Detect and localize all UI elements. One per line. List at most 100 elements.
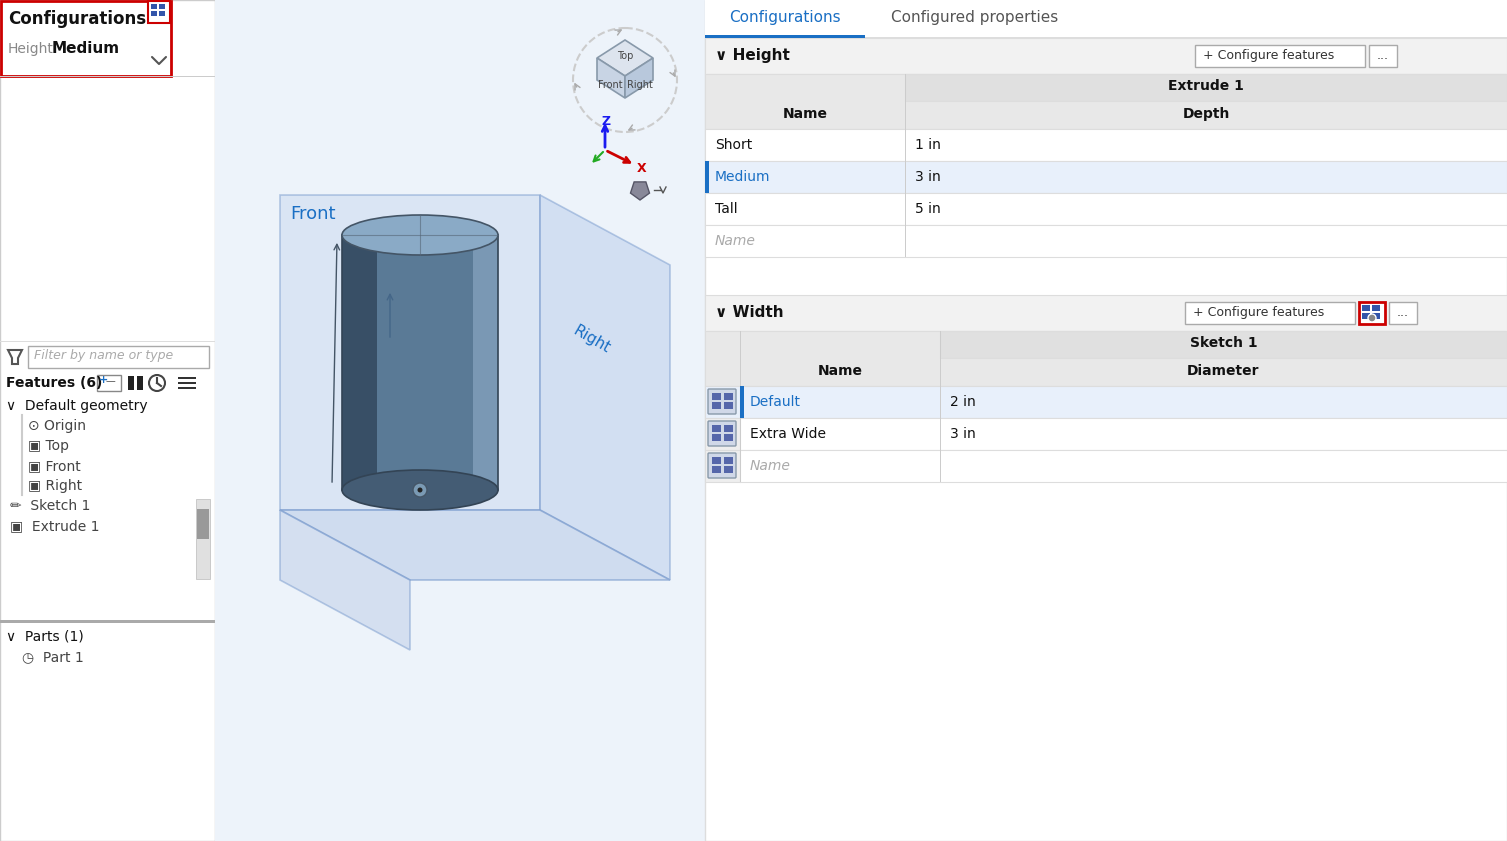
Text: ◷  Part 1: ◷ Part 1: [23, 650, 84, 664]
Text: Right: Right: [627, 80, 653, 90]
Bar: [711, 457, 720, 464]
Bar: [740, 386, 744, 418]
Polygon shape: [597, 58, 625, 98]
Text: 2 in: 2 in: [949, 395, 975, 409]
Bar: [0, 620, 216, 623]
Polygon shape: [280, 510, 671, 580]
Text: + Configure features: + Configure features: [1203, 49, 1334, 62]
Bar: [29, 346, 209, 368]
Text: Medium: Medium: [53, 41, 121, 56]
Bar: [216, 0, 705, 841]
Bar: [940, 331, 1507, 358]
Text: Features (6): Features (6): [6, 376, 102, 390]
Polygon shape: [540, 195, 671, 580]
Text: Name: Name: [714, 234, 757, 248]
Text: 3 in: 3 in: [949, 427, 975, 441]
Text: 1 in: 1 in: [915, 138, 940, 152]
Text: +: +: [99, 375, 109, 385]
Bar: [128, 376, 134, 390]
Circle shape: [1368, 314, 1376, 322]
Text: Front: Front: [598, 80, 622, 90]
Text: Name: Name: [782, 107, 827, 121]
Bar: [723, 466, 732, 473]
Text: ∨  Parts (1): ∨ Parts (1): [6, 630, 84, 644]
Bar: [178, 382, 196, 384]
Bar: [711, 402, 720, 409]
Bar: [178, 387, 196, 389]
Bar: [705, 161, 708, 193]
Polygon shape: [342, 235, 377, 490]
Bar: [705, 450, 740, 482]
Bar: [705, 37, 1507, 38]
Text: Configurations: Configurations: [729, 10, 841, 25]
Bar: [151, 4, 157, 9]
Polygon shape: [280, 195, 540, 510]
Text: ▣ Front: ▣ Front: [29, 459, 81, 473]
Bar: [178, 377, 196, 379]
Text: ▣ Right: ▣ Right: [29, 479, 81, 493]
Bar: [705, 74, 1507, 129]
Text: Short: Short: [714, 138, 752, 152]
Text: Configurations: Configurations: [8, 10, 146, 28]
Bar: [723, 425, 732, 432]
Polygon shape: [342, 235, 497, 490]
Text: Extra Wide: Extra Wide: [750, 427, 826, 441]
Text: Default: Default: [750, 395, 802, 409]
FancyBboxPatch shape: [708, 389, 735, 414]
Bar: [0, 76, 216, 77]
Bar: [1371, 305, 1380, 311]
Bar: [740, 450, 1507, 482]
Bar: [723, 457, 732, 464]
Text: ∨ Height: ∨ Height: [714, 48, 790, 63]
Text: ⊙ Origin: ⊙ Origin: [29, 419, 86, 433]
Text: Right: Right: [570, 324, 612, 357]
Bar: [1389, 302, 1417, 324]
Bar: [711, 434, 720, 441]
Text: X: X: [637, 162, 647, 175]
Text: Name: Name: [750, 459, 791, 473]
Bar: [705, 418, 740, 450]
Text: Extrude 1: Extrude 1: [1168, 79, 1243, 93]
Bar: [1359, 302, 1385, 324]
Bar: [1368, 45, 1397, 67]
Bar: [1362, 313, 1370, 319]
Bar: [137, 376, 143, 390]
Bar: [705, 295, 1507, 331]
Bar: [906, 74, 1507, 101]
Bar: [711, 466, 720, 473]
Bar: [723, 402, 732, 409]
Text: ▣ Top: ▣ Top: [29, 439, 69, 453]
Bar: [705, 386, 740, 418]
Text: Z: Z: [601, 115, 610, 128]
Text: Top: Top: [616, 51, 633, 61]
Bar: [1371, 313, 1380, 319]
Text: ...: ...: [1377, 49, 1389, 62]
Text: —: —: [105, 376, 116, 386]
Bar: [151, 11, 157, 16]
Text: ...: ...: [1397, 306, 1409, 319]
Bar: [705, 0, 1507, 38]
Text: ∨ Width: ∨ Width: [714, 305, 784, 320]
FancyBboxPatch shape: [708, 421, 735, 446]
Bar: [148, 1, 170, 23]
Bar: [705, 38, 1507, 74]
Text: Filter by name or type: Filter by name or type: [35, 349, 173, 362]
Text: ▣  Extrude 1: ▣ Extrude 1: [11, 519, 99, 533]
Bar: [196, 499, 209, 579]
Bar: [197, 509, 209, 539]
Bar: [1185, 302, 1355, 324]
Text: Sketch 1: Sketch 1: [1189, 336, 1257, 350]
Text: ✏  Sketch 1: ✏ Sketch 1: [11, 499, 90, 513]
Bar: [705, 331, 1507, 386]
Bar: [2, 1, 170, 76]
Polygon shape: [280, 510, 410, 650]
Bar: [96, 375, 121, 391]
Bar: [160, 4, 164, 9]
Text: Diameter: Diameter: [1188, 364, 1260, 378]
Bar: [705, 193, 1507, 225]
Text: Height: Height: [8, 42, 54, 56]
Bar: [0, 341, 216, 342]
Bar: [1195, 45, 1365, 67]
Text: Name: Name: [817, 364, 862, 378]
Bar: [705, 161, 1507, 193]
